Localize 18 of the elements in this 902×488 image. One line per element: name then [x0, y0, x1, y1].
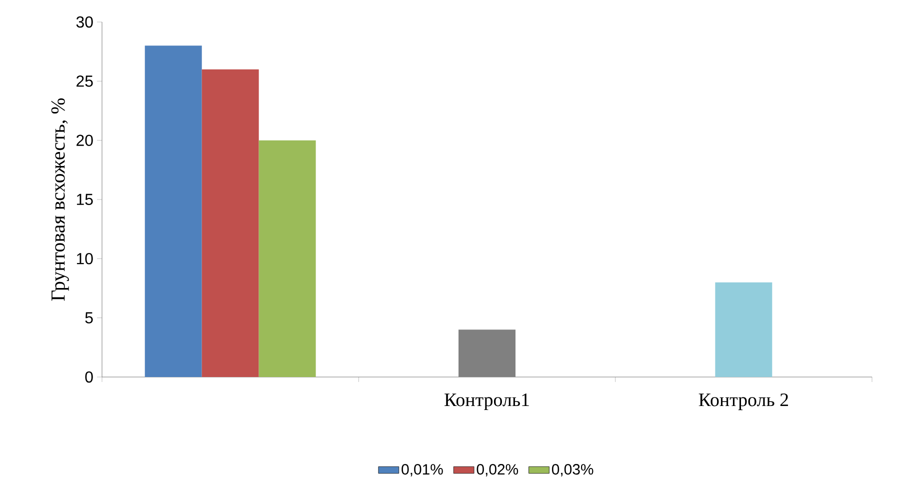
y-tick-label: 30: [76, 16, 93, 28]
legend-label: 0,02%: [476, 464, 518, 476]
legend-label: 0,01%: [402, 464, 443, 476]
bar: [202, 69, 259, 377]
y-tick-label: 5: [85, 312, 93, 324]
x-tick-label: Контроль1: [444, 394, 529, 410]
bar: [144, 46, 202, 377]
bar: [715, 282, 772, 377]
x-tick-label: Контроль 2: [698, 394, 788, 410]
y-tick-label: 10: [76, 253, 93, 264]
y-tick-label: 20: [76, 134, 93, 146]
y-tick-label: 25: [76, 76, 93, 87]
y-tick-label: 15: [76, 194, 93, 206]
legend-label: 0,03%: [552, 464, 594, 476]
y-tick-label: 0: [85, 371, 93, 383]
bar: [458, 330, 516, 377]
y-axis-title: Грунтовая всхожесть, %: [51, 98, 69, 301]
bar: [258, 140, 316, 377]
